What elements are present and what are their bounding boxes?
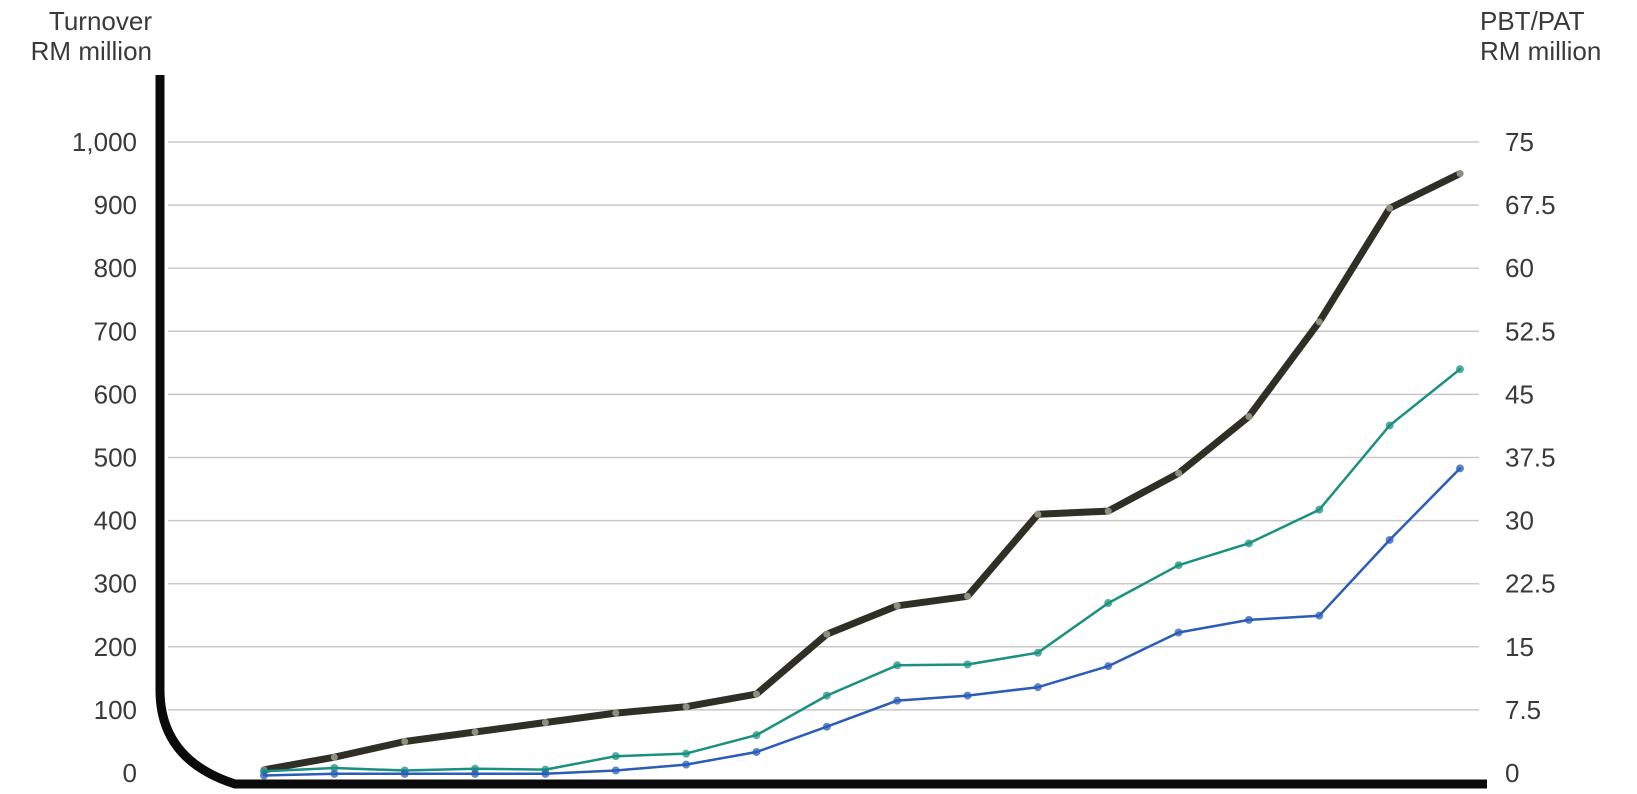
right-tick-label: 15 — [1505, 632, 1534, 662]
data-point — [260, 771, 268, 780]
left-tick-label: 900 — [94, 190, 137, 220]
left-axis-title-line1: Turnover — [48, 6, 152, 36]
data-point — [682, 703, 690, 711]
data-point — [1456, 365, 1464, 374]
data-point — [1385, 421, 1394, 430]
data-point — [964, 592, 972, 600]
data-point — [682, 749, 691, 758]
data-point — [893, 696, 902, 705]
series-line — [262, 367, 1462, 773]
right-tick-label: 60 — [1505, 253, 1534, 283]
right-tick-label: 22.5 — [1505, 569, 1556, 599]
data-point — [1244, 615, 1253, 624]
left-tick-label: 400 — [94, 506, 137, 536]
left-tick-label: 700 — [94, 316, 137, 346]
left-tick-label: 600 — [94, 379, 137, 409]
data-point — [893, 661, 902, 670]
data-point — [823, 630, 831, 638]
data-point — [1315, 318, 1323, 326]
right-axis-title: PBT/PAT RM million — [1480, 6, 1630, 66]
data-point — [1315, 611, 1324, 620]
data-point — [1174, 561, 1183, 570]
data-point — [752, 747, 761, 756]
data-point — [471, 769, 480, 778]
data-point — [1104, 662, 1113, 671]
data-point — [1033, 648, 1042, 657]
right-tick-label: 75 — [1505, 127, 1534, 157]
data-point — [1033, 683, 1042, 692]
right-axis-ticks: 0 7.5 15 22.5 30 37.5 45 52.5 60 67.5 75 — [1505, 127, 1556, 788]
left-tick-label: 500 — [94, 443, 137, 473]
data-point — [1244, 539, 1253, 548]
right-tick-label: 67.5 — [1505, 190, 1556, 220]
data-point — [1175, 469, 1183, 477]
data-point — [893, 602, 901, 610]
axis-line — [155, 75, 1487, 789]
data-point — [752, 731, 761, 740]
left-tick-label: 800 — [94, 253, 137, 283]
data-point — [1386, 204, 1394, 212]
right-tick-label: 52.5 — [1505, 316, 1556, 346]
left-tick-label: 1,000 — [72, 127, 137, 157]
left-tick-label: 0 — [123, 758, 137, 788]
data-point — [612, 709, 620, 717]
data-point — [1456, 170, 1464, 178]
left-tick-label: 200 — [94, 632, 137, 662]
data-point — [401, 737, 409, 745]
left-axis-ticks: 0 100 200 300 400 500 600 700 800 900 1,000 — [72, 127, 137, 788]
data-point — [963, 660, 972, 669]
data-point — [611, 766, 620, 775]
right-tick-label: 0 — [1505, 758, 1519, 788]
left-tick-label: 100 — [94, 695, 137, 725]
series-3 — [260, 464, 1464, 780]
data-point — [471, 728, 479, 736]
data-point — [400, 769, 409, 778]
data-point — [1104, 507, 1112, 515]
right-tick-label: 7.5 — [1505, 695, 1541, 725]
data-point — [752, 690, 760, 698]
data-point — [682, 760, 691, 769]
right-axis-title-line2: RM million — [1480, 36, 1602, 66]
data-point — [330, 769, 339, 778]
data-point — [330, 763, 339, 772]
right-tick-label: 45 — [1505, 379, 1534, 409]
data-point — [1174, 628, 1183, 637]
right-tick-label: 37.5 — [1505, 443, 1556, 473]
data-point — [611, 752, 620, 761]
series-lines — [260, 170, 1464, 780]
series-line — [260, 170, 1464, 774]
data-point — [822, 722, 831, 731]
data-point — [330, 753, 338, 761]
left-tick-label: 300 — [94, 569, 137, 599]
data-point — [541, 719, 549, 727]
data-point — [1385, 535, 1394, 544]
data-point — [1315, 505, 1324, 514]
data-point — [1245, 412, 1253, 420]
gridlines — [168, 141, 1479, 711]
series-1 — [260, 170, 1464, 774]
data-point — [1456, 464, 1464, 473]
series-line — [262, 467, 1462, 777]
right-axis-title-line1: PBT/PAT — [1480, 6, 1585, 36]
series-2 — [260, 365, 1464, 776]
data-point — [1034, 510, 1042, 518]
data-point — [1104, 599, 1113, 608]
data-point — [963, 691, 972, 700]
right-tick-label: 30 — [1505, 506, 1534, 536]
data-point — [541, 769, 550, 778]
data-point — [822, 691, 831, 700]
left-axis-title-line2: RM million — [30, 36, 152, 66]
left-axis-title: Turnover RM million — [8, 6, 152, 66]
